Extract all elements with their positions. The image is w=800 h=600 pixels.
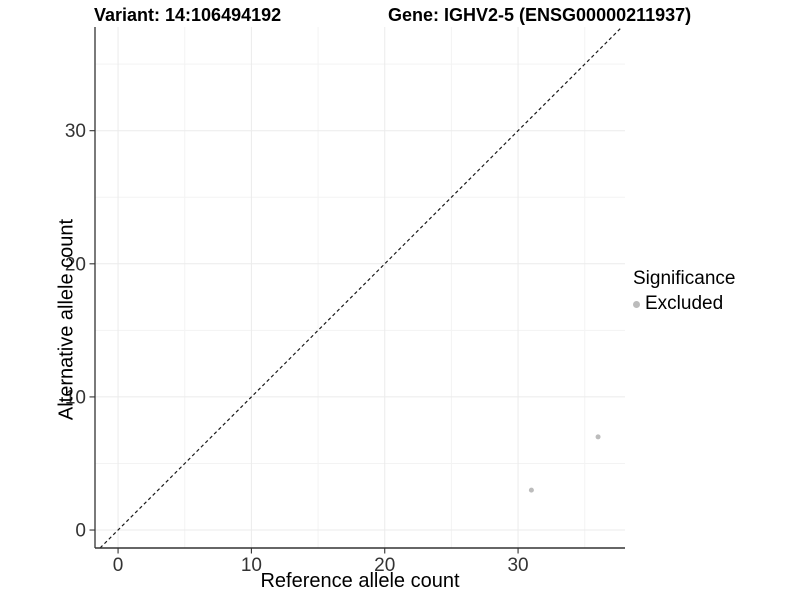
legend-title: Significance — [633, 268, 736, 289]
legend-item-excluded: Excluded — [633, 293, 735, 315]
legend: Significance Excluded — [633, 268, 735, 315]
y-tick-label: 0 — [75, 521, 86, 542]
data-point — [595, 434, 601, 440]
excluded-point-icon — [633, 300, 640, 308]
x-tick-label: 10 — [241, 555, 262, 576]
plot-title-variant: Variant: 14:106494192 — [94, 5, 282, 25]
y-tick-label: 10 — [65, 387, 86, 408]
plot-title-gene: Gene: IGHV2-5 (ENSG00000211937) — [388, 5, 692, 25]
data-point — [528, 487, 534, 493]
x-tick-label: 30 — [507, 555, 528, 576]
y-tick-label: 20 — [65, 254, 86, 275]
y-tick-label: 30 — [65, 121, 86, 142]
x-tick-label: 20 — [374, 555, 395, 576]
x-axis-title: Reference allele count — [260, 570, 460, 592]
y-axis-title: Alternative allele count — [55, 218, 78, 421]
identity-reference-line — [99, 26, 623, 549]
legend-item-label: Excluded — [645, 293, 724, 314]
x-tick-label: 0 — [113, 555, 124, 576]
